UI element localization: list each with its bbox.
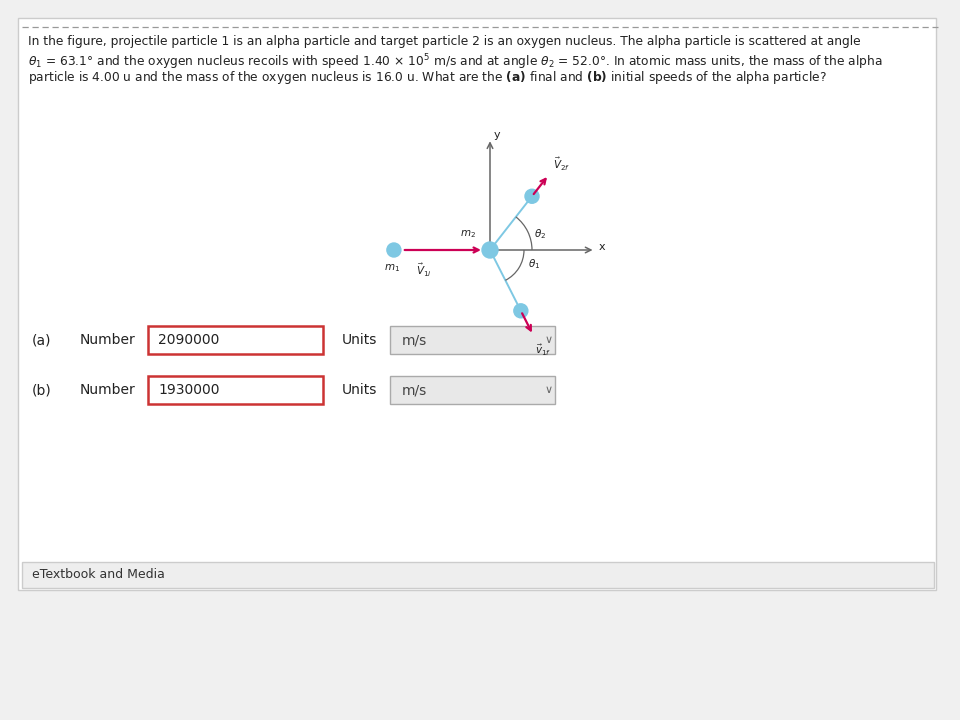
Text: Number: Number bbox=[80, 333, 135, 347]
Text: 1930000: 1930000 bbox=[158, 383, 220, 397]
FancyBboxPatch shape bbox=[390, 326, 555, 354]
Text: Number: Number bbox=[80, 383, 135, 397]
FancyBboxPatch shape bbox=[22, 562, 934, 588]
Text: 2090000: 2090000 bbox=[158, 333, 220, 347]
Text: $\vec{v}_{1f}$: $\vec{v}_{1f}$ bbox=[535, 343, 552, 359]
FancyBboxPatch shape bbox=[390, 376, 555, 404]
Circle shape bbox=[514, 304, 528, 318]
Circle shape bbox=[387, 243, 401, 257]
Text: Units: Units bbox=[342, 333, 377, 347]
Text: (b): (b) bbox=[32, 383, 52, 397]
Text: In the figure, projectile particle 1 is an alpha particle and target particle 2 : In the figure, projectile particle 1 is … bbox=[28, 35, 860, 48]
Text: $m_1$: $m_1$ bbox=[384, 262, 400, 274]
Text: particle is 4.00 u and the mass of the oxygen nucleus is 16.0 u. What are the $\: particle is 4.00 u and the mass of the o… bbox=[28, 69, 827, 86]
Text: (a): (a) bbox=[32, 333, 52, 347]
Text: Units: Units bbox=[342, 383, 377, 397]
Text: ∨: ∨ bbox=[545, 335, 553, 345]
Text: ∨: ∨ bbox=[545, 385, 553, 395]
Text: $\theta_1$ = 63.1° and the oxygen nucleus recoils with speed 1.40 × 10$^5$ m/s a: $\theta_1$ = 63.1° and the oxygen nucleu… bbox=[28, 52, 883, 71]
Text: x: x bbox=[598, 242, 605, 252]
Text: $\theta_2$: $\theta_2$ bbox=[534, 227, 546, 241]
Text: $\vec{V}_{1i}$: $\vec{V}_{1i}$ bbox=[416, 262, 432, 279]
Circle shape bbox=[525, 189, 539, 203]
Text: m/s: m/s bbox=[402, 383, 427, 397]
Text: eTextbook and Media: eTextbook and Media bbox=[32, 569, 165, 582]
FancyBboxPatch shape bbox=[148, 326, 323, 354]
Text: $\theta_1$: $\theta_1$ bbox=[528, 257, 540, 271]
Text: $m_2$: $m_2$ bbox=[460, 228, 476, 240]
Circle shape bbox=[482, 242, 498, 258]
FancyBboxPatch shape bbox=[18, 18, 936, 590]
Text: $\vec{V}_{2f}$: $\vec{V}_{2f}$ bbox=[553, 156, 570, 173]
Text: y: y bbox=[494, 130, 500, 140]
FancyBboxPatch shape bbox=[148, 376, 323, 404]
Text: m/s: m/s bbox=[402, 333, 427, 347]
